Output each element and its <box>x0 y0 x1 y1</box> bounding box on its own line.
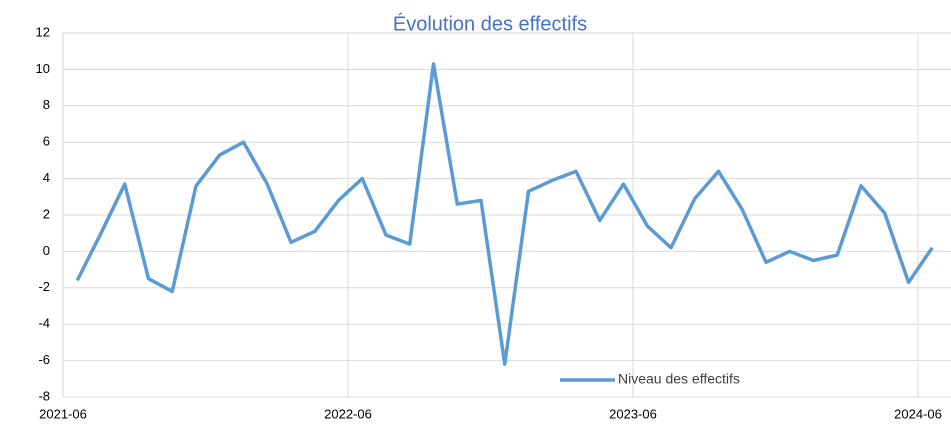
x-tick-label: 2023-06 <box>609 406 657 421</box>
y-tick-label: -6 <box>38 352 50 367</box>
y-tick-label: -2 <box>38 279 50 294</box>
legend-label: Niveau des effectifs <box>618 371 740 387</box>
y-tick-label: 2 <box>43 206 50 221</box>
y-tick-label: 6 <box>43 134 50 149</box>
chart-title: Évolution des effectifs <box>393 12 587 35</box>
x-tick-label: 2024-06 <box>894 406 942 421</box>
y-tick-label: -4 <box>38 316 50 331</box>
x-tick-label: 2022-06 <box>324 406 372 421</box>
y-tick-label: 12 <box>36 24 50 39</box>
y-tick-label: 4 <box>43 170 50 185</box>
y-tick-label: 8 <box>43 97 50 112</box>
y-tick-label: 10 <box>36 61 50 76</box>
y-tick-label: -8 <box>38 388 50 403</box>
x-tick-label: 2021-06 <box>39 406 87 421</box>
grid <box>62 32 951 398</box>
line <box>75 62 934 366</box>
y-tick-label: 0 <box>43 243 50 258</box>
